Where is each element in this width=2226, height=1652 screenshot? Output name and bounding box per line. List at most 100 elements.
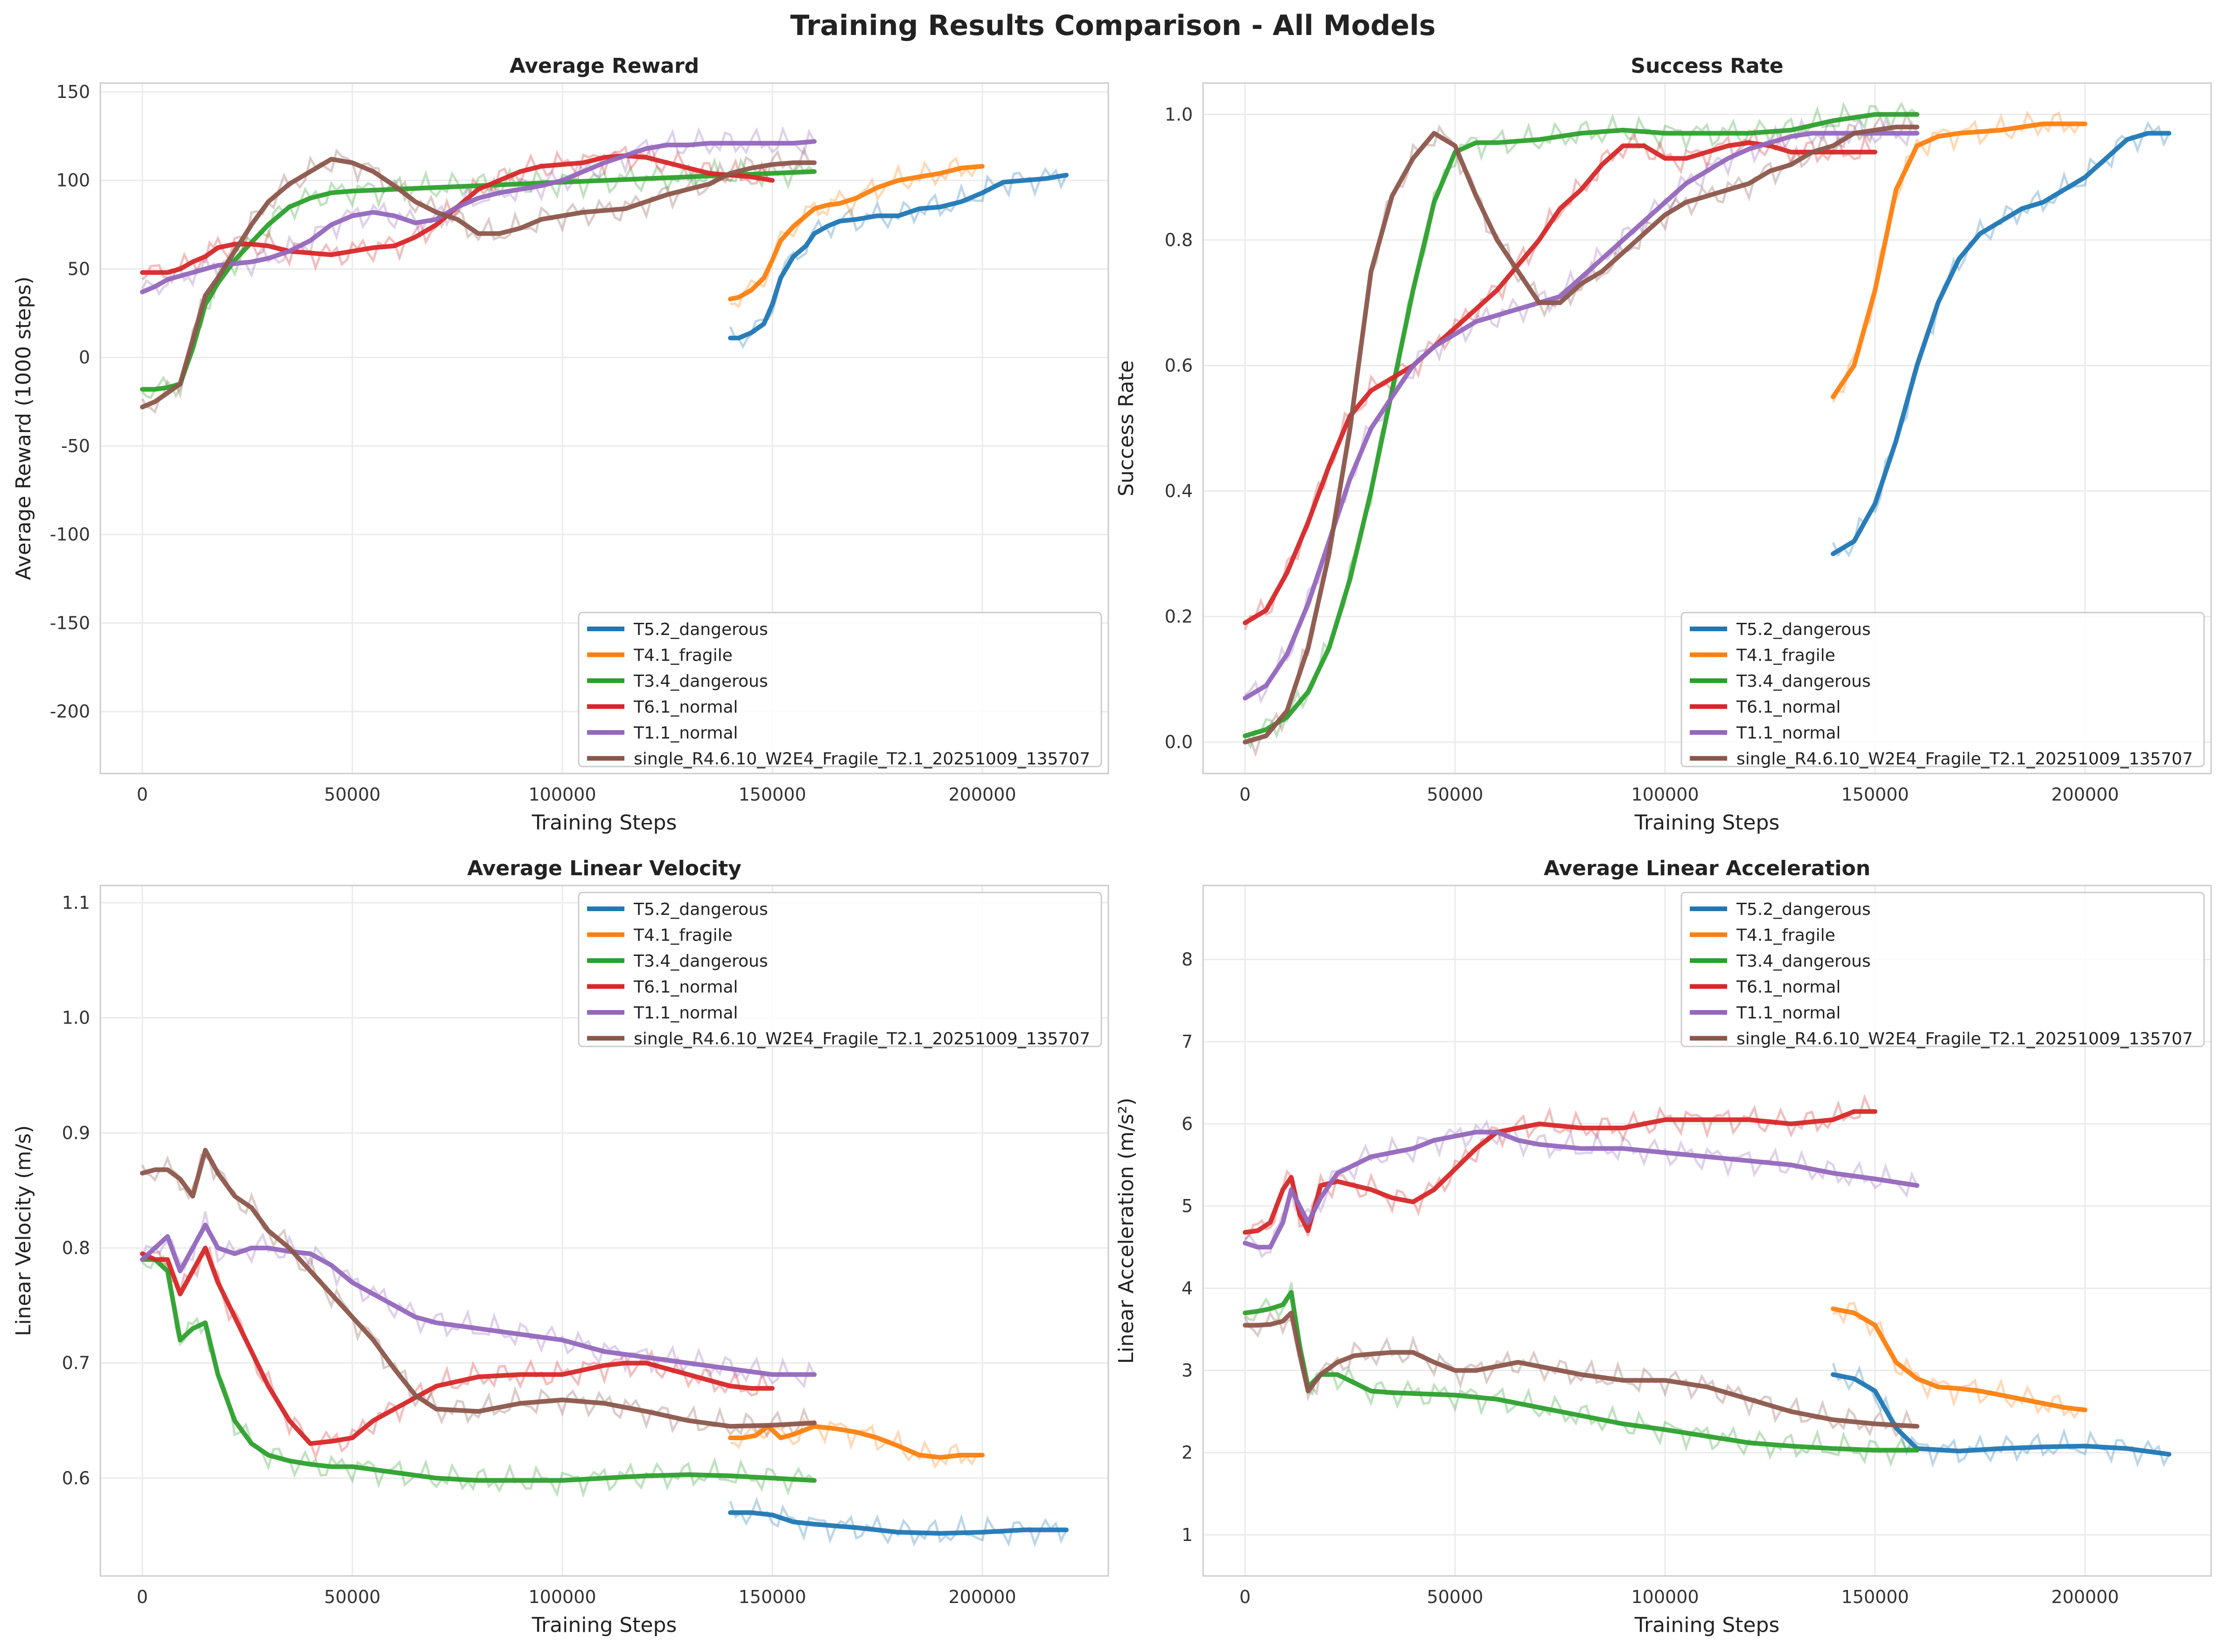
y-tick-label: -200 — [50, 701, 90, 722]
legend-entry: T5.2_dangerous — [633, 900, 768, 919]
legend-box — [1680, 892, 2205, 1047]
legend-entry: T6.1_normal — [1736, 978, 1841, 997]
legend-entry: T6.1_normal — [633, 698, 738, 717]
chart-title: Average Reward — [510, 54, 699, 78]
series-line-t6-1-normal — [140, 153, 775, 275]
y-tick-label: 0.6 — [62, 1468, 90, 1488]
x-tick-label: 0 — [137, 784, 148, 805]
series-line-single-r4-6-10-w2e4-fragile-t2-1-20251009-135707 — [1243, 125, 1919, 745]
legend-entry: T1.1_normal — [633, 1004, 738, 1023]
charts-container: 0 50000 100000 150000 200000-200-150-100-500… — [12, 54, 2212, 1637]
legend-entry: T6.1_normal — [633, 978, 738, 997]
series-line-single-r4-6-10-w2e4-fragile-t2-1-20251009-135707 — [140, 157, 817, 410]
legend-entry: T3.4_dangerous — [1736, 952, 1871, 971]
legend-entry: T4.1_fragile — [633, 926, 733, 945]
legend-entry: T5.2_dangerous — [1736, 900, 1871, 919]
legend: T5.2_dangerous T4.1_fragile T3.4_dangerous… — [578, 892, 1102, 1049]
chart-title: Average Linear Velocity — [467, 857, 742, 880]
series-line-t1-1-normal — [140, 1222, 817, 1377]
legend: T5.2_dangerous T4.1_fragile T3.4_dangerous… — [1680, 892, 2205, 1049]
legend-entry: T1.1_normal — [1736, 724, 1841, 743]
raw-trace-t3-4-dangerous — [141, 1255, 815, 1499]
y-axis-label: Success Rate — [1114, 360, 1138, 496]
chart-panel-1: 0 50000 100000 150000 200000 -200 -150 -100 -50 0… — [12, 54, 1109, 835]
legend-entry: T5.2_dangerous — [1736, 620, 1871, 639]
chart-panel-2: 0 50000 100000 150000 200000 0.0 0.2 0.4 0.6 0.8 1… — [1114, 54, 2212, 835]
x-tick-label: 100000 — [528, 1587, 596, 1607]
series-line-t5-2-dangerous — [1831, 1372, 2171, 1457]
raw-trace-t3-4-dangerous — [1244, 1282, 1918, 1467]
y-tick-label: 4 — [1182, 1278, 1193, 1298]
x-tick-label: 200000 — [2051, 1587, 2119, 1607]
plot-frame — [99, 82, 1109, 774]
y-tick-label: 8 — [1182, 949, 1193, 970]
raw-trace-single-r4-6-10-w2e4-fragile-t2-1-20251009-135707 — [1244, 1310, 1918, 1438]
raw-trace-t1-1-normal — [141, 1211, 816, 1389]
legend: T5.2_dangerous T4.1_fragile T3.4_dangerous… — [578, 612, 1102, 769]
raw-trace-t3-4-dangerous — [141, 157, 815, 399]
raw-trace-t6-1-normal — [141, 143, 773, 284]
x-tick-label: 0 — [1239, 1587, 1251, 1607]
y-tick-label: -150 — [50, 613, 90, 633]
x-tick-label: 50000 — [1427, 784, 1484, 805]
legend: T5.2_dangerous T4.1_fragile T3.4_dangerous… — [1680, 612, 2205, 769]
series-line-t3-4-dangerous — [1243, 1290, 1919, 1453]
series-line-single-r4-6-10-w2e4-fragile-t2-1-20251009-135707 — [140, 1148, 817, 1429]
x-axis-label: Training Steps — [532, 1613, 677, 1637]
y-tick-label: 0.6 — [1165, 355, 1193, 376]
x-tick-label: 150000 — [738, 1587, 806, 1607]
series-line-t5-2-dangerous — [728, 1510, 1069, 1536]
x-tick-label: 50000 — [324, 784, 381, 805]
x-tick-label: 50000 — [324, 1587, 381, 1607]
x-tick-label: 0 — [137, 1587, 148, 1607]
series-line-t4-1-fragile — [1831, 121, 2087, 399]
legend-entry: T4.1_fragile — [1736, 926, 1835, 945]
raw-trace-t4-1-fragile — [730, 1417, 983, 1470]
chart-title: Success Rate — [1631, 54, 1783, 78]
legend-entry: T3.4_dangerous — [633, 952, 768, 971]
legend-entry: T1.1_normal — [633, 724, 738, 743]
legend-entry: T6.1_normal — [1736, 698, 1841, 717]
legend-box — [578, 892, 1102, 1047]
series-line-single-r4-6-10-w2e4-fragile-t2-1-20251009-135707 — [1243, 1310, 1919, 1429]
chart-panel-4: 0 50000 100000 150000 200000 1 2 3 4 5 6 7 8 Average … — [1114, 857, 2212, 1637]
raw-trace-t4-1-fragile — [730, 156, 983, 309]
y-tick-label: 1.0 — [1165, 104, 1193, 125]
legend-entry: T3.4_dangerous — [633, 672, 768, 691]
legend-box — [1680, 612, 2205, 767]
y-axis-label: Linear Velocity (m/s) — [12, 1125, 35, 1336]
x-tick-label: 0 — [1239, 784, 1251, 805]
raw-trace-t6-1-normal — [1244, 1094, 1876, 1241]
x-axis-label: Training Steps — [1634, 811, 1780, 835]
legend-entry: single_R4.6.10_W2E4_Fragile_T2.1_2025100… — [1736, 1030, 2193, 1049]
legend-entry: single_R4.6.10_W2E4_Fragile_T2.1_2025100… — [634, 750, 1090, 769]
x-tick-label: 100000 — [528, 784, 596, 805]
y-tick-label: 2 — [1182, 1443, 1193, 1463]
series-line-t1-1-normal — [140, 139, 817, 294]
legend-entry: T4.1_fragile — [633, 646, 733, 665]
series-line-t1-1-normal — [1243, 1129, 1919, 1250]
figure-title: Training Results Comparison - All Models — [791, 9, 1436, 42]
y-tick-label: 0.7 — [62, 1353, 90, 1373]
series-line-t3-4-dangerous — [140, 169, 817, 392]
series-line-t5-2-dangerous — [728, 173, 1069, 341]
y-tick-label: 0.0 — [1165, 732, 1193, 753]
y-tick-label: 0.4 — [1165, 481, 1193, 502]
y-axis-label: Average Reward (1000 steps) — [12, 277, 35, 580]
y-tick-label: 0.8 — [1165, 230, 1193, 250]
x-axis-label: Training Steps — [1634, 1613, 1780, 1637]
plot-frame — [1202, 885, 2212, 1577]
x-tick-label: 150000 — [1841, 1587, 1909, 1607]
legend-entry: T1.1_normal — [1736, 1004, 1841, 1023]
raw-trace-single-r4-6-10-w2e4-fragile-t2-1-20251009-135707 — [141, 1153, 814, 1439]
x-tick-label: 200000 — [948, 1587, 1016, 1607]
y-tick-label: 1.0 — [62, 1008, 90, 1028]
legend-entry: single_R4.6.10_W2E4_Fragile_T2.1_2025100… — [634, 1030, 1090, 1049]
x-axis-label: Training Steps — [532, 811, 677, 835]
legend-entry: single_R4.6.10_W2E4_Fragile_T2.1_2025100… — [1736, 750, 2193, 769]
raw-trace-single-r4-6-10-w2e4-fragile-t2-1-20251009-135707 — [141, 146, 815, 414]
x-tick-label: 150000 — [738, 784, 806, 805]
y-tick-label: 0.8 — [62, 1238, 90, 1258]
legend-entry: T4.1_fragile — [1736, 646, 1835, 665]
